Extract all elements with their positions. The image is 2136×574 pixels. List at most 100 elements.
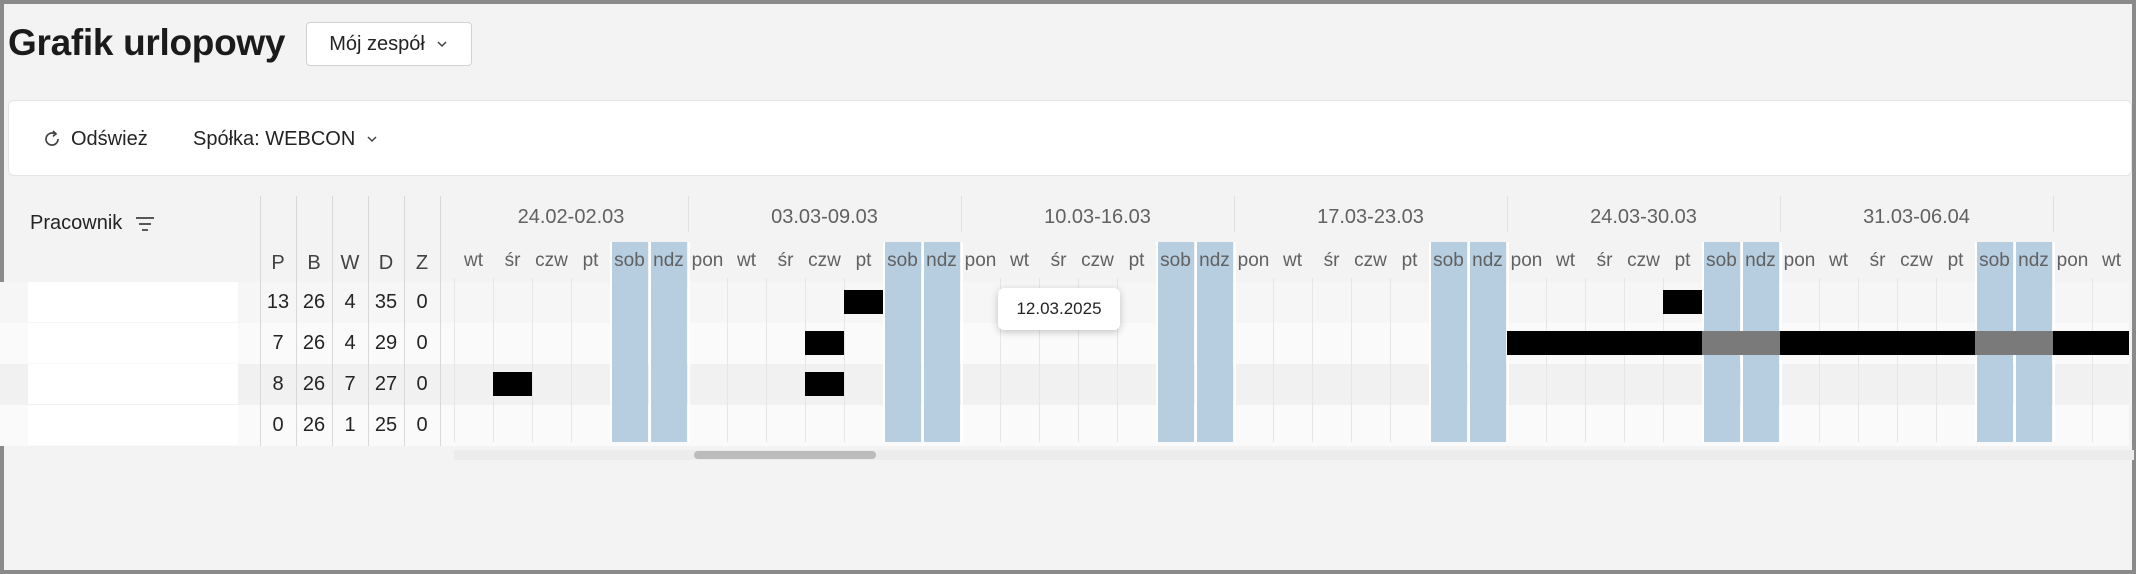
scrollbar-thumb[interactable] — [694, 451, 876, 459]
calendar-row[interactable] — [454, 282, 2129, 323]
leave-bar[interactable] — [805, 331, 844, 355]
day-header: wt — [2102, 250, 2121, 271]
grid-line — [1936, 278, 1937, 442]
day-header: pt — [855, 250, 872, 271]
grid-line — [454, 278, 455, 442]
day-header: wt — [1010, 250, 1029, 271]
grid-line — [532, 278, 533, 442]
company-label: Spółka: WEBCON — [193, 127, 356, 150]
stat-cell: 0 — [416, 332, 428, 354]
calendar-row[interactable] — [454, 405, 2129, 446]
leave-bar[interactable] — [1663, 290, 1702, 314]
stat-cell: 26 — [302, 414, 326, 436]
calendar-row[interactable] — [454, 364, 2129, 405]
leave-bar[interactable] — [2014, 331, 2053, 355]
stat-cell: 0 — [272, 414, 284, 436]
employee-header-label: Pracownik — [30, 212, 123, 234]
day-header: sob — [1706, 250, 1737, 271]
grid-line — [1312, 278, 1313, 442]
stat-cell: 0 — [416, 414, 428, 436]
leave-bar[interactable] — [2092, 331, 2129, 355]
leave-bar[interactable] — [2053, 331, 2092, 355]
week-header: 03.03-09.03 — [771, 206, 878, 228]
leave-bar[interactable] — [1819, 331, 1858, 355]
leave-bar[interactable] — [1897, 331, 1936, 355]
grid-line — [1897, 278, 1898, 442]
horizontal-scrollbar[interactable] — [454, 450, 2134, 460]
column-divider — [260, 196, 261, 446]
leave-bar[interactable] — [1624, 331, 1663, 355]
day-header: sob — [1160, 250, 1191, 271]
day-header: ndz — [2018, 250, 2049, 271]
employee-name-cell[interactable] — [28, 364, 238, 404]
weekend-column — [1468, 242, 1506, 442]
filter-icon[interactable] — [134, 215, 156, 233]
leave-bar[interactable] — [805, 372, 844, 396]
week-header: 31.03-06.04 — [1863, 206, 1970, 228]
grid-line — [1351, 278, 1352, 442]
grid-line — [1117, 278, 1118, 442]
leave-bar[interactable] — [1780, 331, 1819, 355]
leave-bar[interactable] — [1702, 331, 1741, 355]
stat-header-4: Z — [415, 252, 429, 274]
stat-cell: 13 — [266, 291, 290, 313]
leave-bar[interactable] — [844, 290, 883, 314]
grid-line — [883, 242, 885, 442]
grid-line — [1234, 242, 1236, 442]
day-header: śr — [1596, 250, 1613, 271]
grid-line — [493, 278, 494, 442]
grid-line — [1390, 278, 1391, 442]
day-header: śr — [1050, 250, 1067, 271]
employee-name-cell[interactable] — [28, 405, 238, 445]
leave-bar[interactable] — [1858, 331, 1897, 355]
company-dropdown[interactable]: Spółka: WEBCON — [193, 125, 379, 153]
week-header: 24.03-30.03 — [1590, 206, 1697, 228]
weekend-column — [1195, 242, 1233, 442]
leave-bar[interactable] — [1546, 331, 1585, 355]
stat-cell: 29 — [374, 332, 398, 354]
column-divider — [440, 196, 441, 446]
day-header: śr — [1323, 250, 1340, 271]
day-header: pon — [691, 250, 724, 271]
calendar-grid[interactable]: 24.02-02.03 03.03-09.03 10.03-16.03 17.03-2… — [454, 196, 2129, 462]
day-header: pon — [1237, 250, 1270, 271]
day-header: sob — [1433, 250, 1464, 271]
stat-cell: 4 — [344, 291, 356, 313]
team-dropdown[interactable]: Mój zespół — [306, 22, 472, 66]
stat-cell: 7 — [344, 373, 356, 395]
leave-bar[interactable] — [1585, 331, 1624, 355]
grid-line — [1039, 278, 1040, 442]
employee-column-header[interactable]: Pracownik — [30, 212, 156, 235]
stat-cell: 0 — [416, 291, 428, 313]
day-header: czw — [1081, 250, 1114, 271]
day-header: pt — [1401, 250, 1418, 271]
grid-line — [766, 278, 767, 442]
leave-bar[interactable] — [1975, 331, 2014, 355]
page-title: Grafik urlopowy — [8, 22, 286, 63]
employee-name-cell[interactable] — [28, 282, 238, 322]
refresh-button[interactable]: Odśwież — [41, 125, 148, 153]
stat-cell: 26 — [302, 291, 326, 313]
stat-header-0: P — [271, 252, 285, 274]
leave-bar[interactable] — [493, 372, 532, 396]
day-header: wt — [1556, 250, 1575, 271]
day-header: wt — [1829, 250, 1848, 271]
stat-cell: 7 — [272, 332, 284, 354]
day-header: sob — [614, 250, 645, 271]
day-header: pon — [1510, 250, 1543, 271]
date-tooltip: 12.03.2025 — [998, 288, 1120, 330]
day-header: pt — [1947, 250, 1964, 271]
grid-line — [1858, 278, 1859, 442]
day-header: czw — [1627, 250, 1660, 271]
leave-bar[interactable] — [1936, 331, 1975, 355]
leave-bar[interactable] — [1663, 331, 1702, 355]
stat-cell: 26 — [302, 373, 326, 395]
day-header: śr — [777, 250, 794, 271]
leave-bar[interactable] — [1741, 331, 1780, 355]
weekend-column — [610, 242, 648, 442]
stat-header-1: B — [307, 252, 321, 274]
employee-name-cell[interactable] — [28, 323, 238, 363]
week-header: 10.03-16.03 — [1044, 206, 1151, 228]
leave-bar[interactable] — [1507, 331, 1546, 355]
week-separator — [1507, 196, 1508, 232]
